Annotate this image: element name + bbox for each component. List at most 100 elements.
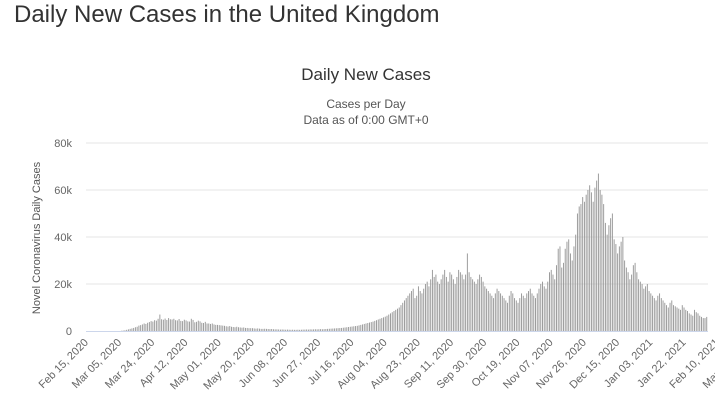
bar	[337, 328, 339, 331]
bar	[540, 284, 542, 331]
bar	[271, 329, 273, 331]
bar	[646, 284, 648, 331]
bar	[479, 274, 481, 331]
bar	[311, 329, 313, 331]
bar	[178, 319, 180, 331]
bar	[189, 321, 191, 331]
bar	[344, 327, 346, 331]
bar	[281, 329, 283, 331]
bar	[299, 329, 301, 331]
bar	[267, 329, 269, 331]
bar	[321, 329, 323, 331]
y-tick-label: 20k	[54, 279, 72, 291]
bar	[517, 302, 519, 331]
bar	[262, 328, 264, 331]
bar	[559, 246, 561, 331]
bar	[622, 237, 624, 331]
bar	[641, 284, 643, 331]
bar	[229, 326, 231, 331]
bar	[596, 180, 598, 331]
bar	[632, 265, 634, 331]
bar	[405, 298, 407, 331]
bar	[327, 328, 329, 331]
bar	[583, 201, 585, 331]
bar	[465, 274, 467, 331]
bars	[120, 173, 708, 332]
bar	[306, 329, 308, 331]
bar	[486, 288, 488, 331]
bar	[690, 314, 692, 331]
bar	[459, 272, 461, 331]
bar	[342, 327, 344, 331]
bar	[435, 274, 437, 331]
bar	[608, 225, 610, 331]
bar	[625, 267, 627, 331]
bar	[524, 298, 526, 331]
bar	[154, 320, 156, 331]
bar	[131, 328, 133, 331]
bar	[514, 298, 516, 331]
bar	[701, 316, 702, 331]
bar	[578, 206, 580, 331]
bar	[472, 279, 474, 331]
bar	[442, 274, 444, 331]
bar	[360, 324, 362, 331]
bar	[386, 315, 388, 331]
bar	[176, 320, 178, 331]
bar	[332, 328, 334, 331]
bar	[320, 329, 322, 331]
bar	[138, 325, 140, 331]
bar	[449, 272, 451, 331]
y-tick-labels: 0 20k 40k 60k 80k	[54, 138, 72, 338]
bar	[274, 329, 276, 331]
bar	[162, 319, 164, 331]
bar	[606, 234, 608, 331]
bar	[302, 329, 304, 331]
bar	[272, 329, 274, 331]
bar	[257, 328, 259, 331]
bar	[307, 329, 309, 331]
bar	[603, 204, 605, 331]
bar	[397, 308, 398, 331]
bar	[421, 293, 423, 331]
bar	[687, 311, 688, 331]
bar	[400, 305, 402, 331]
bar	[391, 312, 393, 331]
y-tick-label: 40k	[54, 232, 72, 244]
bar	[428, 286, 430, 331]
bar	[390, 313, 391, 332]
bar	[204, 321, 206, 331]
bar	[351, 326, 353, 331]
bar	[706, 316, 708, 331]
bar	[688, 313, 690, 332]
bar	[585, 194, 587, 331]
bar	[414, 298, 416, 331]
bar	[152, 321, 154, 331]
bar	[150, 321, 152, 331]
bar	[265, 328, 267, 331]
bar	[187, 321, 189, 331]
bar	[377, 319, 379, 331]
bar	[536, 293, 538, 331]
bar	[288, 329, 290, 331]
bar	[601, 194, 603, 331]
bar	[676, 307, 678, 331]
bar	[503, 298, 505, 331]
bar	[393, 311, 395, 331]
bar	[697, 313, 699, 332]
bar	[604, 222, 606, 331]
bar	[224, 325, 225, 331]
bar	[458, 269, 460, 331]
bar	[234, 327, 236, 331]
bar	[363, 323, 365, 331]
bar	[666, 305, 668, 331]
bar	[438, 284, 440, 331]
chart-subtitle-line-1: Cases per Day	[326, 97, 405, 111]
bar	[685, 309, 687, 331]
bar	[657, 295, 659, 331]
bar	[407, 295, 409, 331]
bar	[557, 248, 559, 331]
bar	[498, 291, 500, 331]
chart-title: Daily New Cases	[301, 65, 430, 84]
